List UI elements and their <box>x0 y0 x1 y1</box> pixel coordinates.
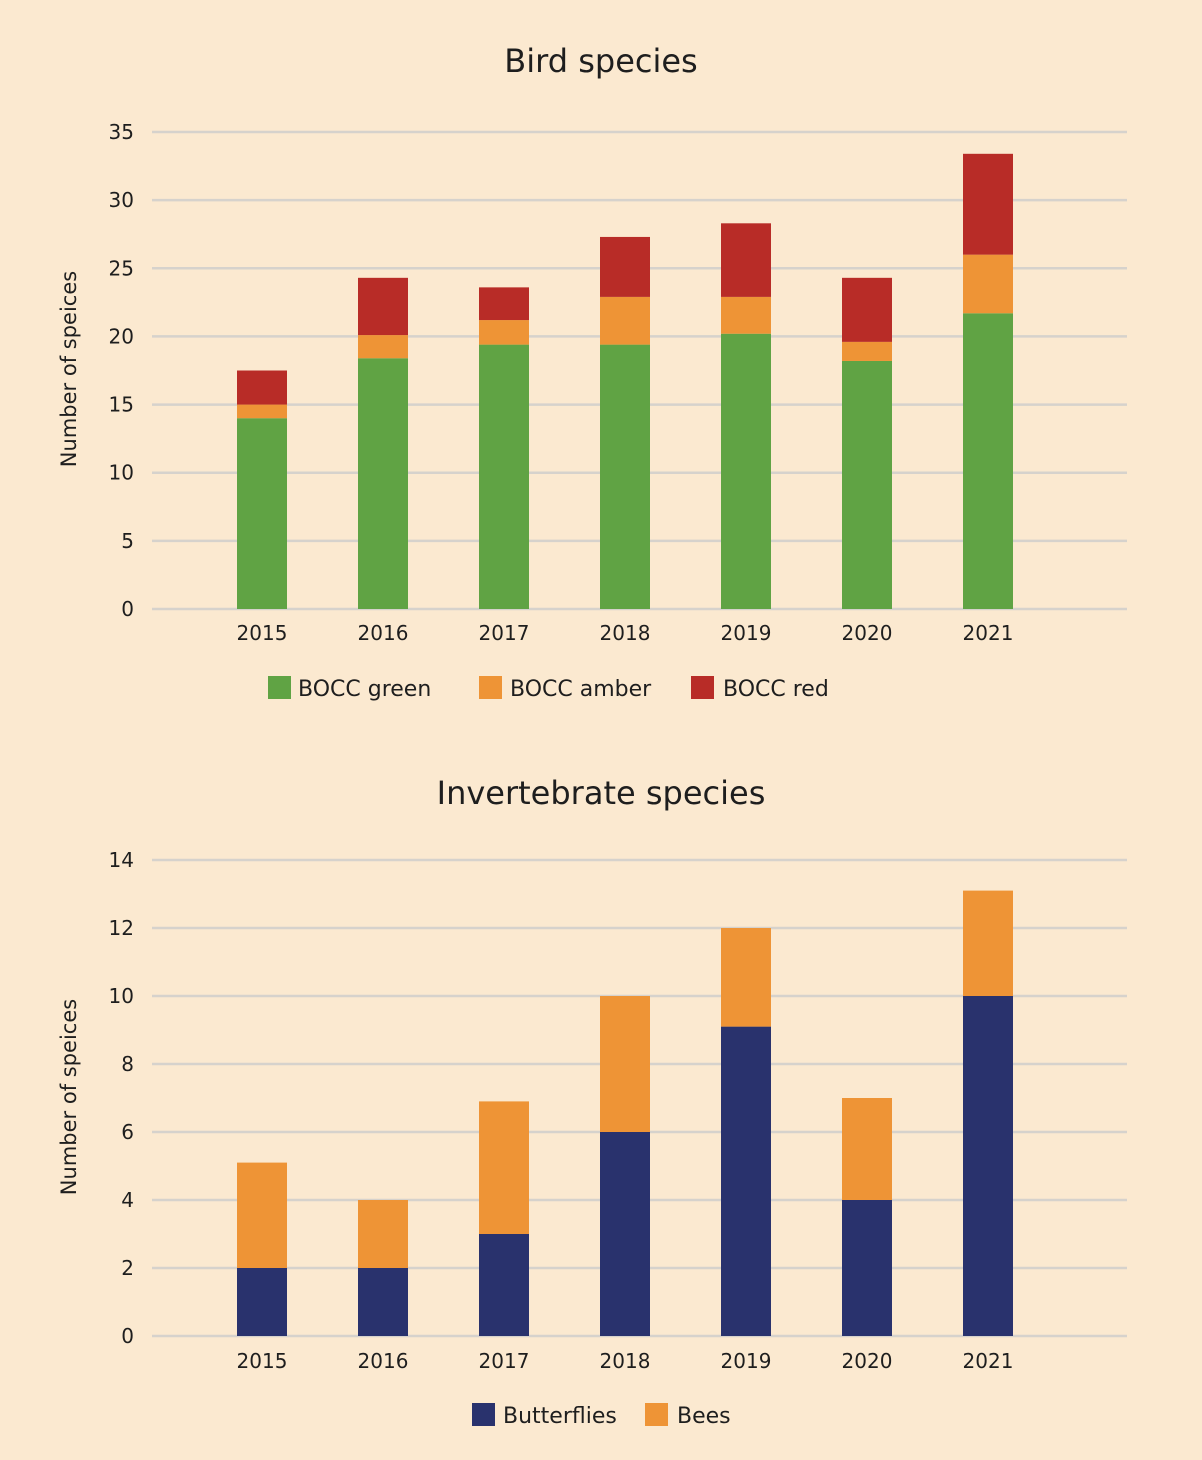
bar-bees-2015 <box>237 1162 287 1268</box>
bird-species-chart: Bird species Number of speices 051015202… <box>57 42 1127 702</box>
x-tick-label: 2017 <box>479 621 530 645</box>
y-axis-label: Number of speices <box>57 999 81 1195</box>
bar-butterflies-2017 <box>479 1234 529 1336</box>
legend-label: BOCC amber <box>510 677 652 702</box>
bar-bocc-red-2015 <box>237 370 287 405</box>
bars <box>237 890 1013 1336</box>
bar-bocc-red-2021 <box>963 153 1013 255</box>
legend-item-butterflies: Butterflies <box>472 1403 617 1429</box>
bar-bees-2018 <box>600 996 650 1132</box>
bar-bocc-amber-2020 <box>842 341 892 361</box>
legend-item-bees: Bees <box>645 1403 731 1429</box>
bar-bees-2020 <box>842 1098 892 1200</box>
x-tick-label: 2018 <box>600 621 651 645</box>
y-tick-label: 20 <box>109 324 134 348</box>
bar-butterflies-2018 <box>600 1132 650 1336</box>
bar-bocc-red-2016 <box>358 277 408 336</box>
y-tick-label: 8 <box>121 1052 134 1076</box>
y-axis-label: Number of speices <box>57 271 81 467</box>
chart-title: Invertebrate species <box>437 774 766 812</box>
x-tick-label: 2019 <box>721 1349 772 1373</box>
y-tick-label: 12 <box>109 916 134 940</box>
legend-swatch <box>472 1403 495 1426</box>
bar-bocc-amber-2016 <box>358 335 408 359</box>
bar-bocc-amber-2017 <box>479 320 529 345</box>
legend-swatch <box>479 676 502 699</box>
bar-bocc-green-2016 <box>358 358 408 609</box>
x-tick-label: 2015 <box>237 621 288 645</box>
y-tick-label: 15 <box>109 393 134 417</box>
legend-label: BOCC green <box>298 677 431 702</box>
y-tick-label: 2 <box>121 1256 134 1280</box>
bar-bees-2021 <box>963 890 1013 996</box>
legend-item-bocc-red: BOCC red <box>691 676 829 702</box>
bar-bocc-amber-2021 <box>963 254 1013 314</box>
bar-butterflies-2016 <box>358 1268 408 1336</box>
bar-bocc-amber-2015 <box>237 404 287 419</box>
bar-butterflies-2020 <box>842 1200 892 1336</box>
bar-bocc-red-2020 <box>842 277 892 342</box>
y-tick-label: 6 <box>121 1120 134 1144</box>
x-tick-label: 2021 <box>963 1349 1014 1373</box>
legend: Butterflies Bees <box>472 1403 731 1429</box>
bar-bees-2016 <box>358 1200 408 1268</box>
legend-swatch <box>691 676 714 699</box>
bar-butterflies-2015 <box>237 1268 287 1336</box>
bar-bocc-green-2021 <box>963 313 1013 609</box>
bar-bocc-red-2017 <box>479 287 529 321</box>
legend-swatch <box>268 676 291 699</box>
x-tick-labels: 2015 2016 2017 2018 2019 2020 2021 <box>237 621 1014 645</box>
y-tick-label: 10 <box>109 461 134 485</box>
legend-label: BOCC red <box>723 677 829 702</box>
bar-bocc-amber-2019 <box>721 296 771 334</box>
bar-bocc-green-2020 <box>842 360 892 609</box>
x-tick-label: 2016 <box>358 1349 409 1373</box>
x-tick-label: 2017 <box>479 1349 530 1373</box>
y-tick-label: 4 <box>121 1188 134 1212</box>
x-tick-label: 2018 <box>600 1349 651 1373</box>
bar-bocc-red-2018 <box>600 236 650 297</box>
bar-bees-2019 <box>721 928 771 1027</box>
y-tick-label: 14 <box>109 848 134 872</box>
bar-bocc-green-2019 <box>721 333 771 609</box>
x-tick-label: 2020 <box>842 1349 893 1373</box>
legend-label: Butterflies <box>503 1404 617 1429</box>
y-tick-label: 0 <box>121 1324 134 1348</box>
bar-bocc-amber-2018 <box>600 296 650 345</box>
bar-butterflies-2019 <box>721 1026 771 1336</box>
y-tick-label: 35 <box>109 120 134 144</box>
bar-bocc-red-2019 <box>721 223 771 297</box>
x-tick-label: 2019 <box>721 621 772 645</box>
y-tick-label: 30 <box>109 188 134 212</box>
y-tick-label: 0 <box>121 597 134 621</box>
x-tick-label: 2015 <box>237 1349 288 1373</box>
x-tick-label: 2021 <box>963 621 1014 645</box>
invertebrate-species-chart: Invertebrate species Number of speices 0… <box>57 774 1127 1429</box>
y-tick-labels: 0 2 4 6 8 10 12 14 <box>109 848 134 1348</box>
y-tick-label: 5 <box>121 529 134 553</box>
chart-title: Bird species <box>504 42 697 80</box>
bars <box>237 153 1013 609</box>
legend-swatch <box>645 1403 668 1426</box>
x-tick-labels: 2015 2016 2017 2018 2019 2020 2021 <box>237 1349 1014 1373</box>
legend-label: Bees <box>677 1404 731 1429</box>
legend: BOCC green BOCC amber BOCC red <box>268 676 829 702</box>
bar-bocc-green-2018 <box>600 344 650 609</box>
bar-butterflies-2021 <box>963 996 1013 1336</box>
bar-bees-2017 <box>479 1101 529 1234</box>
legend-item-bocc-green: BOCC green <box>268 676 431 702</box>
y-tick-label: 10 <box>109 984 134 1008</box>
legend-item-bocc-amber: BOCC amber <box>479 676 652 702</box>
y-tick-label: 25 <box>109 256 134 280</box>
x-tick-label: 2020 <box>842 621 893 645</box>
y-tick-labels: 0 5 10 15 20 25 30 35 <box>109 120 134 621</box>
bar-bocc-green-2015 <box>237 418 287 609</box>
x-tick-label: 2016 <box>358 621 409 645</box>
bar-bocc-green-2017 <box>479 344 529 609</box>
